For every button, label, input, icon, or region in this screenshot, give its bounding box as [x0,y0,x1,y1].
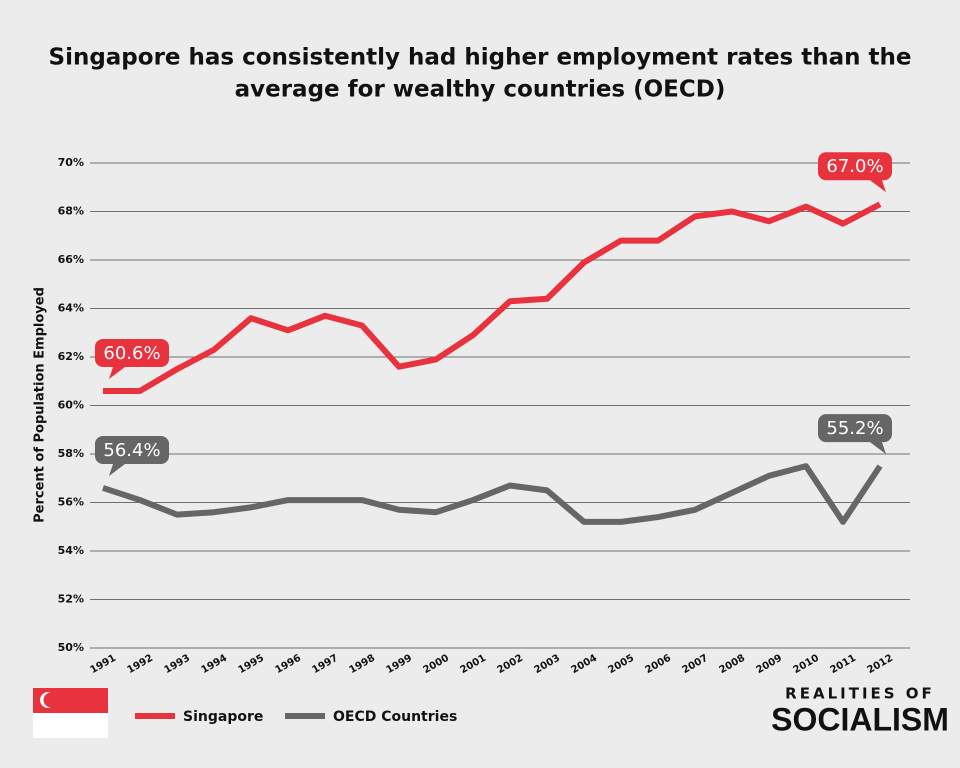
x-tick-label: 2000 [421,653,451,676]
annotation-label: 60.6% [103,343,160,364]
y-tick-label: 58% [58,447,84,460]
chart-title: Singapore has consistently had higher em… [49,45,912,71]
y-tick-label: 66% [58,253,84,266]
annotation-label: 55.2% [826,418,883,439]
y-tick-label: 64% [58,302,84,315]
y-tick-label: 52% [58,593,84,606]
x-tick-label: 1995 [236,653,266,676]
x-tick-label: 2003 [532,653,562,676]
y-tick-label: 54% [58,544,84,557]
series-line [102,463,883,525]
flag [33,688,108,738]
y-tick-label: 70% [58,156,84,169]
x-tick-label: 1991 [88,653,118,676]
y-tick-label: 56% [58,496,84,509]
annotation-label: 56.4% [103,440,160,461]
x-tick-label: 1998 [347,653,377,676]
y-tick-label: 68% [58,205,84,218]
chart-title: average for wealthy countries (OECD) [235,77,726,103]
annotation-bubble [818,152,892,193]
x-tick-label: 2012 [865,653,895,676]
brand-bottom: SOCIALISM [771,701,949,737]
legend-label: OECD Countries [333,709,457,725]
x-tick-label: 2002 [495,653,525,676]
x-tick-label: 1999 [384,653,414,676]
annotation-label: 67.0% [826,156,883,177]
x-tick-label: 1993 [162,653,192,676]
legend-label: Singapore [183,709,263,725]
brand-top: REALITIES OF [785,685,935,703]
x-tick-label: 2009 [754,653,784,676]
annotation-bubble [95,338,169,379]
x-tick-label: 2004 [569,653,599,676]
x-tick-label: 1997 [310,653,340,676]
flag-bottom [33,713,108,738]
annotation-bubble [818,414,892,455]
y-axis-label: Percent of Population Employed [33,287,48,523]
y-tick-label: 60% [58,399,84,412]
x-tick-label: 1996 [273,653,303,676]
y-tick-label: 50% [58,641,84,654]
x-tick-label: 2007 [680,653,710,676]
series-line [103,201,882,394]
x-tick-label: 2008 [717,653,747,676]
annotation-bubble [95,435,169,476]
x-tick-label: 1992 [125,653,155,676]
x-tick-label: 2001 [458,653,488,676]
x-tick-label: 2011 [828,653,858,676]
flag-moon-cut [43,692,59,708]
x-tick-label: 2010 [791,653,821,676]
x-tick-label: 2006 [643,653,673,676]
x-tick-label: 2005 [606,653,636,676]
x-tick-label: 1994 [199,653,229,676]
y-tick-label: 62% [58,350,84,363]
